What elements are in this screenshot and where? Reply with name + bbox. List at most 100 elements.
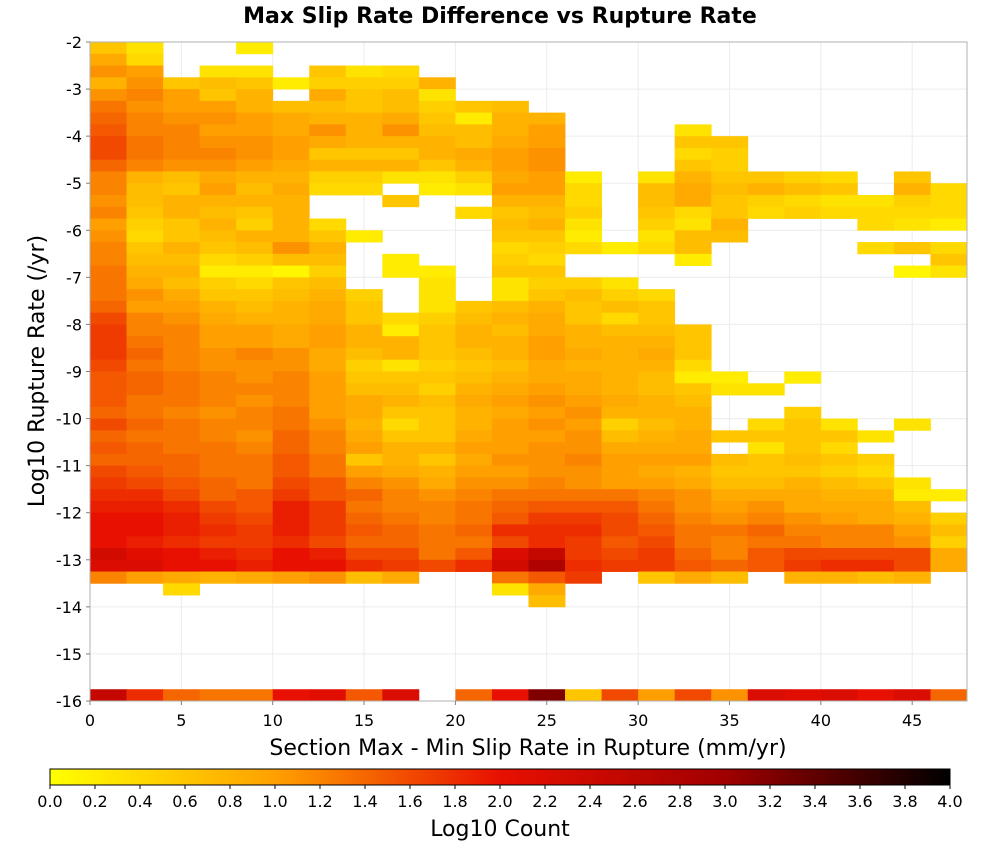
heatmap-cell <box>565 442 602 455</box>
heatmap-cell <box>382 112 420 125</box>
heatmap-cell <box>236 336 274 349</box>
heatmap-cell <box>528 359 566 372</box>
heatmap-cell <box>528 183 566 196</box>
heatmap-cell <box>382 371 420 384</box>
heatmap-cell <box>126 418 164 431</box>
heatmap-cell <box>90 42 127 55</box>
heatmap-cell <box>418 312 456 325</box>
heatmap-cell <box>418 136 456 149</box>
heatmap-cell <box>236 347 274 361</box>
heatmap-cell <box>784 171 822 184</box>
heatmap-cell <box>491 124 529 137</box>
heatmap-cell <box>784 500 822 514</box>
heatmap-cell <box>199 218 237 231</box>
heatmap-cell <box>272 689 310 702</box>
heatmap-cell <box>272 500 310 514</box>
heatmap-cell <box>309 489 347 502</box>
heatmap-cell <box>638 395 676 408</box>
heatmap-cell <box>601 242 639 255</box>
heatmap-cell <box>455 359 493 372</box>
heatmap-cell <box>199 477 237 490</box>
heatmap-cell <box>528 406 566 419</box>
heatmap-cell <box>126 171 164 184</box>
heatmap-cell <box>565 383 602 396</box>
heatmap-cell <box>163 218 201 231</box>
heatmap-cell <box>163 371 201 384</box>
heatmap-cell <box>601 277 639 290</box>
heatmap-cell <box>601 477 639 490</box>
heatmap-cell <box>711 147 749 161</box>
heatmap-cell <box>491 383 529 396</box>
heatmap-cell <box>90 194 127 208</box>
heatmap-cell <box>236 430 274 443</box>
heatmap-cell <box>565 230 602 243</box>
heatmap-cell <box>90 112 127 125</box>
heatmap-cell <box>455 559 493 572</box>
heatmap-cell <box>930 194 968 208</box>
heatmap-cell <box>455 548 493 561</box>
heatmap-cell <box>418 183 456 196</box>
heatmap-cell <box>491 300 529 314</box>
heatmap-cell <box>382 124 420 137</box>
heatmap-cell <box>418 347 456 361</box>
heatmap-cell <box>199 183 237 196</box>
heatmap-cell <box>820 477 858 490</box>
heatmap-cell <box>747 453 785 467</box>
colorbar-tick-label: 2.8 <box>667 792 692 811</box>
heatmap-cell <box>126 242 164 255</box>
heatmap-cell <box>382 512 420 525</box>
heatmap-cell <box>857 689 895 702</box>
heatmap-cell <box>199 689 237 702</box>
heatmap-cell <box>236 524 274 537</box>
heatmap-cell <box>309 324 347 337</box>
heatmap-cell <box>126 548 164 561</box>
heatmap-cell <box>126 465 164 478</box>
heatmap-cell <box>309 536 347 549</box>
y-tick-label: -13 <box>56 551 82 570</box>
heatmap-cell <box>491 524 529 537</box>
heatmap-cell <box>163 124 201 137</box>
heatmap-cell <box>199 324 237 337</box>
heatmap-cell <box>565 418 602 431</box>
heatmap-cell <box>199 406 237 419</box>
heatmap-cell <box>893 218 931 231</box>
heatmap-cell <box>565 395 602 408</box>
heatmap-cell <box>126 430 164 443</box>
heatmap-cell <box>601 406 639 419</box>
heatmap-cell <box>820 171 858 184</box>
heatmap-cell <box>820 689 858 702</box>
heatmap-cell <box>674 571 712 584</box>
heatmap-cell <box>491 324 529 337</box>
heatmap-cell <box>528 571 566 584</box>
heatmap-cell <box>272 477 310 490</box>
heatmap-cell <box>126 406 164 419</box>
heatmap-cell <box>601 430 639 443</box>
heatmap-cell <box>711 536 749 549</box>
y-tick-label: -2 <box>66 33 82 52</box>
heatmap-cell <box>455 689 493 702</box>
heatmap-cell <box>309 453 347 467</box>
heatmap-cell <box>930 489 968 502</box>
heatmap-cell <box>601 359 639 372</box>
heatmap-cell <box>126 536 164 549</box>
colorbar-tick-label: 0.4 <box>127 792 152 811</box>
heatmap-cell <box>674 453 712 467</box>
heatmap-cell <box>747 689 785 702</box>
heatmap-cell <box>236 571 274 584</box>
heatmap-cell <box>90 277 127 290</box>
x-tick-label: 20 <box>445 711 465 730</box>
heatmap-cell <box>199 242 237 255</box>
heatmap-cell <box>163 300 201 314</box>
heatmap-cell <box>638 465 676 478</box>
colorbar-tick-label: 1.0 <box>262 792 287 811</box>
heatmap-cell <box>272 359 310 372</box>
heatmap-cell <box>455 500 493 514</box>
heatmap-cell <box>638 289 676 302</box>
heatmap-cell <box>272 218 310 231</box>
heatmap-cell <box>601 500 639 514</box>
heatmap-cell <box>90 300 127 314</box>
heatmap-cell <box>455 453 493 467</box>
heatmap-cell <box>345 159 383 172</box>
heatmap-cell <box>199 453 237 467</box>
heatmap-cell <box>857 453 895 467</box>
